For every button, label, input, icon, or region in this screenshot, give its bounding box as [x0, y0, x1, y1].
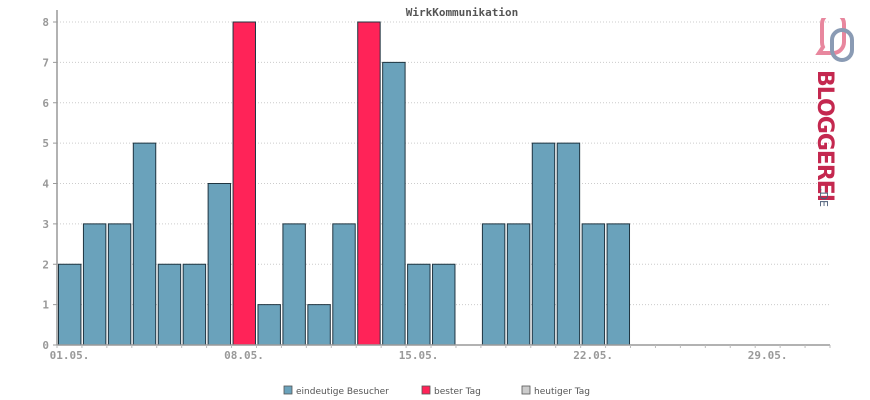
bar: [382, 61, 406, 346]
legend-swatch: [283, 385, 293, 395]
legend-label: bester Tag: [434, 387, 481, 397]
bar: [207, 183, 232, 346]
bar: [58, 263, 82, 346]
y-tick-label: 7: [42, 56, 49, 69]
bar-best-day: [232, 21, 256, 346]
y-tick-label: 2: [42, 258, 49, 271]
y-tick-label: 4: [42, 178, 49, 191]
x-ticks: 01.05. 08.05. 15.05. 22.05. 29.05.: [50, 349, 788, 362]
bar: [82, 223, 107, 346]
y-tick-label: 5: [42, 137, 49, 150]
logo-suffix: .DE: [817, 188, 830, 207]
logo-wordmark: BLOGGEREI: [812, 70, 837, 201]
bar: [481, 223, 506, 346]
y-tick-label: 6: [42, 97, 49, 110]
x-tick-label: 15.05.: [399, 349, 439, 362]
bar: [506, 223, 531, 346]
bar: [157, 263, 182, 346]
y-tick-label: 3: [42, 218, 49, 231]
y-tick-label: 8: [42, 16, 49, 29]
bar: [307, 304, 331, 346]
legend-label: eindeutige Besucher: [296, 387, 389, 397]
y-tick-label: 0: [42, 339, 49, 352]
legend-swatch: [521, 385, 531, 395]
chart-title: WirkKommunikation: [406, 6, 519, 19]
bar-best-day: [357, 21, 381, 346]
grid: [57, 21, 830, 306]
bar: [332, 223, 356, 346]
bars: [58, 21, 631, 346]
bar: [257, 304, 281, 346]
bar: [282, 223, 306, 346]
y-ticks: 0 1 2 3 4 5 6 7 8: [42, 16, 57, 352]
bar: [556, 142, 581, 346]
bar: [132, 142, 157, 346]
logo-bubble-icon: [815, 18, 854, 62]
legend: eindeutige Besucher bester Tag heutiger Ta…: [283, 385, 590, 397]
bar: [531, 142, 556, 346]
legend-swatch: [421, 385, 431, 395]
bar: [182, 263, 207, 346]
bar: [407, 263, 431, 346]
x-tick-label: 29.05.: [748, 349, 788, 362]
axes: [56, 10, 831, 348]
bar: [432, 263, 456, 346]
bar: [581, 223, 606, 346]
x-tick-label: 22.05.: [573, 349, 613, 362]
legend-label: heutiger Tag: [534, 387, 590, 397]
x-tick-label: 01.05.: [50, 349, 90, 362]
bar: [606, 223, 631, 346]
y-tick-label: 1: [42, 299, 49, 312]
x-tick-label: 08.05.: [224, 349, 264, 362]
bloggerei-logo: BLOGGEREI .DE: [812, 18, 854, 207]
bar: [107, 223, 132, 346]
